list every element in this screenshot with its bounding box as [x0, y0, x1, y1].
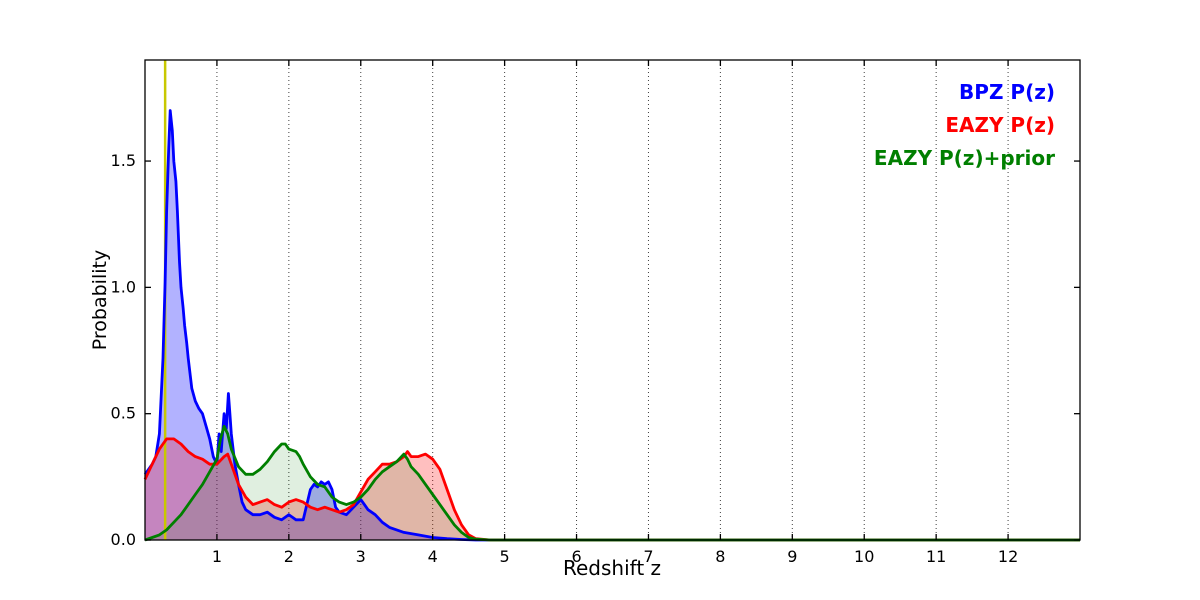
x-tick-label: 7 [643, 547, 653, 566]
x-tick-label: 8 [715, 547, 725, 566]
y-tick-label: 0.0 [111, 530, 136, 549]
x-tick-label: 5 [500, 547, 510, 566]
x-tick-label: 1 [212, 547, 222, 566]
y-tick-label: 0.5 [111, 404, 136, 423]
series-fill-2 [145, 426, 1080, 540]
x-tick-label: 9 [787, 547, 797, 566]
axes-frame [144, 59, 1081, 541]
series-line-1 [143, 437, 1080, 542]
legend: BPZ P(z) EAZY P(z) EAZY P(z)+prior [874, 76, 1055, 175]
x-tick-label: 4 [428, 547, 438, 566]
y-tick-label: 1.0 [111, 277, 136, 296]
x-axis-label: Redshift z [562, 556, 662, 580]
series-fill-0 [145, 110, 1080, 540]
x-tick-label: 12 [998, 547, 1018, 566]
x-tick-label: 10 [854, 547, 874, 566]
legend-item-eazy: EAZY P(z) [945, 113, 1055, 137]
legend-item-eazy-prior: EAZY P(z)+prior [873, 146, 1055, 170]
series-line-2 [144, 424, 1080, 542]
x-tick-label: 3 [356, 547, 366, 566]
series-fill-1 [145, 438, 1080, 540]
y-tick-label: 1.5 [111, 151, 136, 170]
x-tick-label: 11 [926, 547, 946, 566]
legend-item-bpz: BPZ P(z) [959, 80, 1055, 104]
x-tick-label: 6 [571, 547, 581, 566]
x-tick-label: 2 [284, 547, 294, 566]
y-axis-label: Probability [89, 249, 111, 351]
